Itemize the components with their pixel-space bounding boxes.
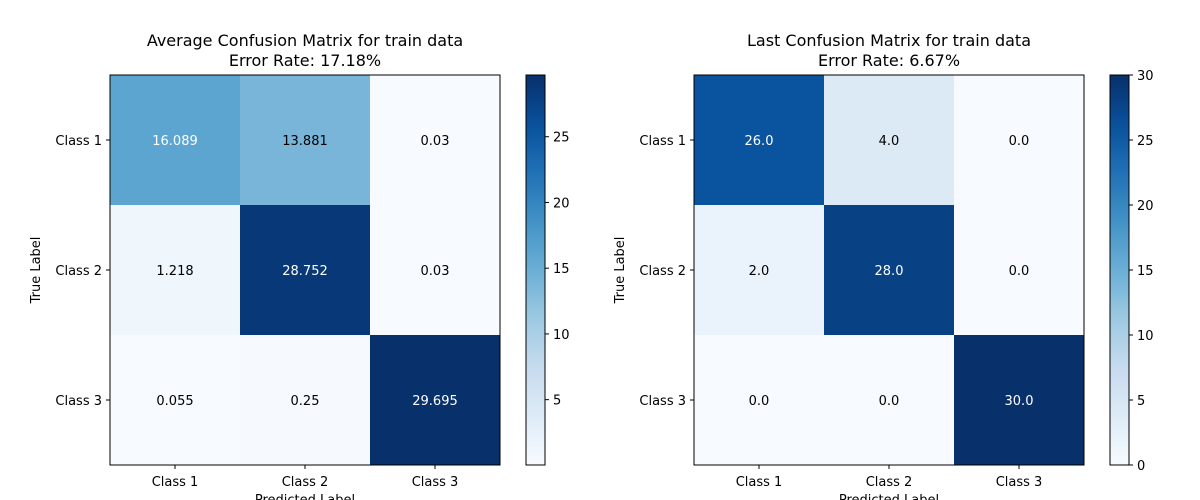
heatmap-cell xyxy=(954,205,1085,336)
y-tick-label: Class 3 xyxy=(55,394,102,409)
x-tick-label: Class 3 xyxy=(996,475,1043,490)
x-tick-label: Class 1 xyxy=(736,475,783,490)
x-tick-label: Class 2 xyxy=(282,475,329,490)
cell-value-label: 0.0 xyxy=(1009,264,1030,279)
cell-value-label: 30.0 xyxy=(1005,394,1034,409)
heatmap-cell xyxy=(954,75,1085,206)
cell-value-label: 0.25 xyxy=(291,394,320,409)
cell-value-label: 16.089 xyxy=(152,134,198,149)
heatmap-cell xyxy=(110,75,241,206)
y-tick-label: Class 2 xyxy=(55,264,102,279)
heatmap-cell xyxy=(694,75,825,206)
colorbar-tick-label: 15 xyxy=(1137,264,1154,279)
cell-value-label: 0.03 xyxy=(421,134,450,149)
cell-value-label: 0.0 xyxy=(879,394,900,409)
cell-value-label: 0.0 xyxy=(1009,134,1030,149)
cell-value-label: 1.218 xyxy=(156,264,193,279)
heatmap-cell xyxy=(824,75,955,206)
colorbar-tick-label: 10 xyxy=(553,328,570,343)
y-axis-label: True Label xyxy=(613,237,628,305)
colorbar xyxy=(525,74,546,466)
cell-value-label: 28.0 xyxy=(875,264,904,279)
colorbar-tick-label: 15 xyxy=(553,262,570,277)
cell-value-label: 28.752 xyxy=(282,264,328,279)
cell-value-label: 0.03 xyxy=(421,264,450,279)
heatmap-cell xyxy=(694,205,825,336)
heatmap-cell xyxy=(370,75,501,206)
heatmap-cell xyxy=(240,75,371,206)
cell-value-label: 29.695 xyxy=(412,394,458,409)
x-tick-label: Class 1 xyxy=(152,475,199,490)
heatmap-cell xyxy=(370,205,501,336)
colorbar-tick-label: 20 xyxy=(553,196,570,211)
cell-value-label: 2.0 xyxy=(749,264,770,279)
chart-title: Last Confusion Matrix for train data xyxy=(747,31,1031,50)
chart-subtitle: Error Rate: 17.18% xyxy=(229,51,381,70)
heatmap-cell xyxy=(240,205,371,336)
colorbar-tick-label: 10 xyxy=(1137,329,1154,344)
heatmap-cell xyxy=(824,205,955,336)
colorbar-tick-label: 25 xyxy=(1137,134,1154,149)
chart-title: Average Confusion Matrix for train data xyxy=(147,31,463,50)
y-tick-label: Class 3 xyxy=(639,394,686,409)
colorbar-tick-label: 25 xyxy=(553,131,570,146)
colorbar-tick-label: 0 xyxy=(1137,459,1145,474)
cell-value-label: 0.055 xyxy=(156,394,193,409)
colorbar-tick-label: 30 xyxy=(1137,69,1154,84)
y-tick-label: Class 1 xyxy=(639,134,686,149)
heatmap-cell xyxy=(240,335,371,466)
y-tick-label: Class 2 xyxy=(639,264,686,279)
cell-value-label: 26.0 xyxy=(745,134,774,149)
cell-value-label: 4.0 xyxy=(879,134,900,149)
y-axis-label: True Label xyxy=(29,237,44,305)
chart-subtitle: Error Rate: 6.67% xyxy=(818,51,960,70)
heatmap-cell xyxy=(110,205,241,336)
y-tick-label: Class 1 xyxy=(55,134,102,149)
x-tick-label: Class 3 xyxy=(412,475,459,490)
x-axis-label: Predicted Label xyxy=(255,493,355,500)
heatmap-cell xyxy=(370,335,501,466)
heatmap-cell xyxy=(824,335,955,466)
colorbar-tick-label: 5 xyxy=(1137,394,1145,409)
x-axis-label: Predicted Label xyxy=(839,493,939,500)
x-tick-label: Class 2 xyxy=(866,475,913,490)
heatmap-cell xyxy=(694,335,825,466)
confusion-matrix-panel-2: Last Confusion Matrix for train dataErro… xyxy=(613,31,1154,500)
colorbar xyxy=(1109,74,1130,466)
confusion-matrix-panel-1: Average Confusion Matrix for train dataE… xyxy=(29,31,570,500)
cell-value-label: 13.881 xyxy=(282,134,328,149)
heatmap-cell xyxy=(110,335,241,466)
colorbar-tick-label: 5 xyxy=(553,394,561,409)
cell-value-label: 0.0 xyxy=(749,394,770,409)
colorbar-tick-label: 20 xyxy=(1137,199,1154,214)
heatmap-cell xyxy=(954,335,1085,466)
